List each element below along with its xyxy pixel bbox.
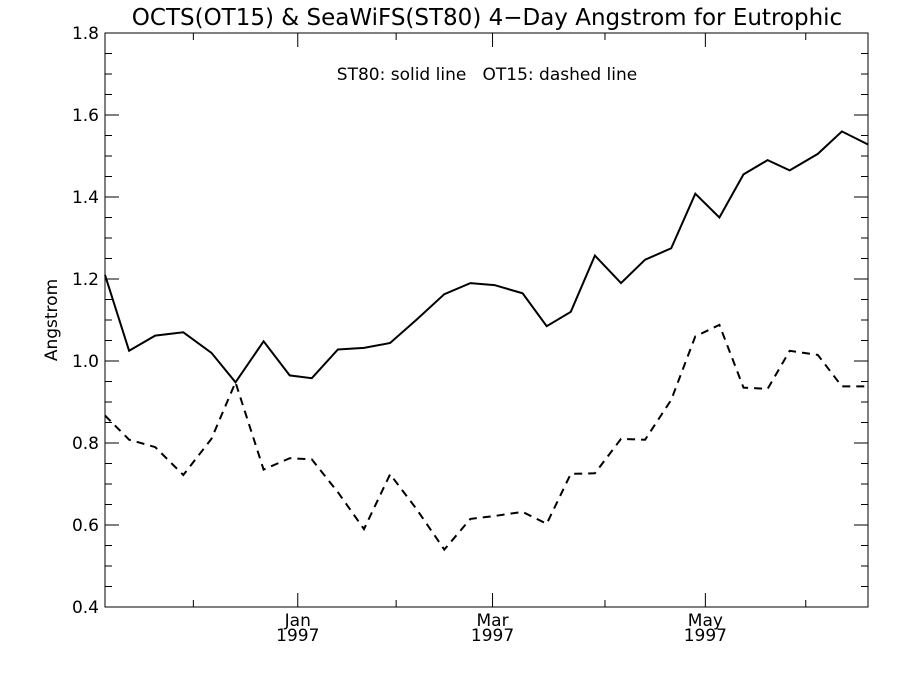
x-tick-label-year: 1997 [276,626,319,646]
y-tick-label: 1.0 [72,352,99,372]
series-line-st80 [104,130,869,384]
chart-title: OCTS(OT15) & SeaWiFS(ST80) 4−Day Angstro… [132,5,842,31]
y-tick-label: 1.4 [72,188,99,208]
x-tick-label-month: Jan [284,611,311,631]
y-tick-label: 0.6 [72,516,99,536]
y-axis-label: Angstrom [42,279,62,361]
axes: 0.40.60.81.01.21.41.61.8Jan1997Mar1997Ma… [72,24,869,646]
series-layer [104,130,869,552]
y-tick-label: 1.6 [72,106,99,126]
x-tick-label-month: Mar [476,611,508,631]
y-tick-label: 0.4 [72,598,99,618]
series-line-ot15 [104,323,868,552]
x-tick-label-year: 1997 [684,626,727,646]
y-tick-label: 0.8 [72,434,99,454]
x-tick-label-year: 1997 [471,626,514,646]
plot-frame [104,32,869,608]
x-tick-label-month: May [688,611,723,631]
legend-annotation: ST80: solid line OT15: dashed line [337,65,637,85]
y-tick-label: 1.8 [72,24,99,44]
y-tick-label: 1.2 [72,270,99,290]
